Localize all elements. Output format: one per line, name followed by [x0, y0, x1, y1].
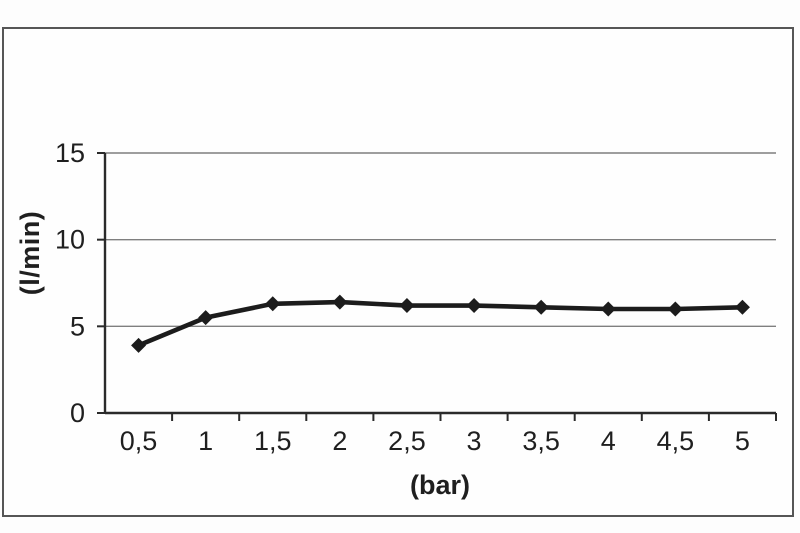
y-tick-label-10: 10: [55, 225, 85, 255]
chart-frame: [2, 27, 794, 517]
x-tick-label-4: 2,5: [388, 426, 426, 456]
data-point-marker-4: [399, 298, 415, 314]
x-tick-label-0: 0,5: [120, 426, 158, 456]
data-series-line: [136, 299, 745, 348]
x-axis-title: (bar): [410, 470, 470, 500]
x-tick-label-3: 2: [332, 426, 347, 456]
data-point-marker-2: [265, 296, 281, 312]
y-axis-title: (l/min): [15, 210, 45, 296]
x-tick-label-5: 3: [467, 426, 482, 456]
y-tick-label-0: 0: [70, 398, 85, 428]
x-tick-label-9: 5: [735, 426, 750, 456]
data-point-marker-1: [198, 310, 214, 326]
data-point-marker-5: [466, 298, 482, 314]
y-tick-label-15: 15: [55, 138, 85, 168]
y-tick-label-5: 5: [70, 311, 85, 341]
x-tick-label-8: 4,5: [657, 426, 695, 456]
data-point-marker-3: [332, 294, 348, 310]
x-tick-label-1: 1: [198, 426, 213, 456]
data-point-marker-9: [734, 299, 750, 315]
data-point-marker-7: [600, 301, 616, 317]
data-point-marker-0: [131, 337, 147, 353]
x-tick-label-2: 1,5: [254, 426, 292, 456]
x-tick-label-6: 3,5: [522, 426, 560, 456]
x-tick-label-7: 4: [601, 426, 616, 456]
data-point-marker-8: [667, 301, 683, 317]
data-point-marker-6: [533, 299, 549, 315]
